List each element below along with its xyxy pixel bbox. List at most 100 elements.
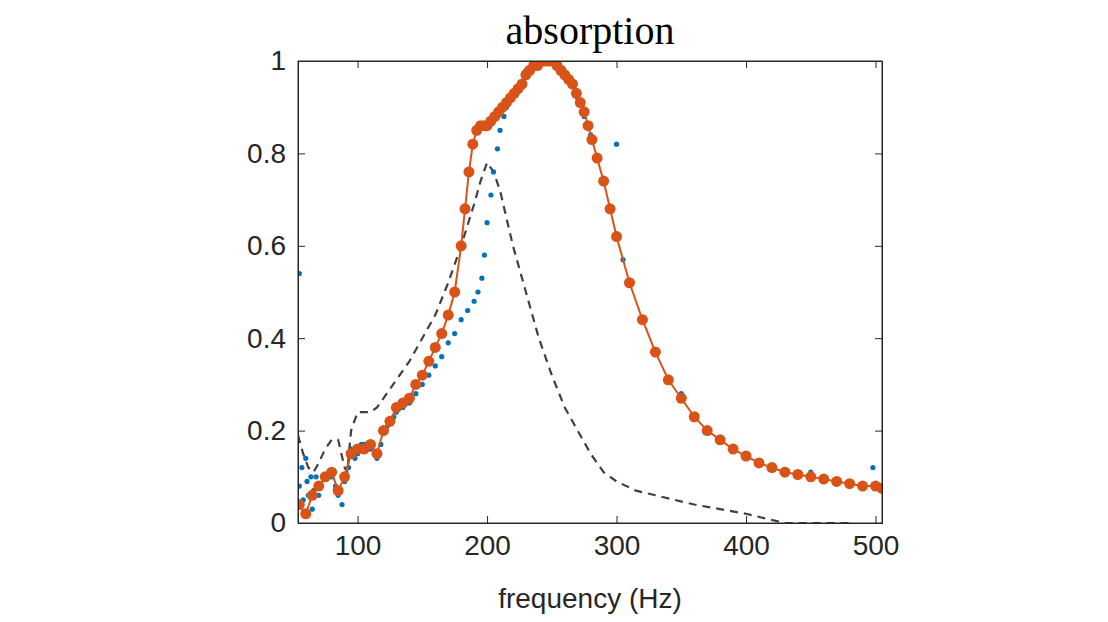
data-point <box>495 146 500 151</box>
tick-mark <box>298 153 305 154</box>
data-point <box>449 287 460 298</box>
data-point <box>417 370 428 381</box>
data-point <box>339 502 344 507</box>
data-point <box>484 220 489 225</box>
data-point <box>857 481 868 492</box>
tick-label: 0.2 <box>247 415 286 446</box>
data-point <box>586 134 597 145</box>
series-markers <box>298 61 882 519</box>
data-point <box>460 203 471 214</box>
data-point <box>715 434 726 445</box>
data-point <box>303 456 308 461</box>
data-point <box>439 354 444 359</box>
tick-mark <box>298 246 305 247</box>
tick <box>617 61 618 68</box>
tick: 0.4 <box>247 323 305 354</box>
tick-mark <box>358 61 359 68</box>
data-point <box>491 169 496 174</box>
tick <box>875 246 882 247</box>
data-point <box>676 393 687 404</box>
tick <box>487 61 488 68</box>
data-point <box>624 277 635 288</box>
data-point <box>465 308 470 313</box>
tick-mark <box>298 431 305 432</box>
data-point <box>307 490 318 501</box>
y-axis-right <box>875 62 883 524</box>
data-point <box>497 128 502 133</box>
data-point <box>446 340 451 345</box>
x-axis-title: frequency (Hz) <box>498 583 682 614</box>
tick-mark <box>875 153 882 154</box>
tick <box>876 61 877 68</box>
series-line <box>298 163 850 523</box>
axis-line <box>299 62 306 524</box>
data-point <box>766 462 777 473</box>
tick-label: 0.6 <box>247 230 286 261</box>
data-point <box>583 120 594 131</box>
tick <box>875 153 882 154</box>
data-point <box>598 176 609 187</box>
tick-mark <box>617 516 618 523</box>
x-axis-top <box>299 61 883 68</box>
tick-mark <box>487 516 488 523</box>
tick-mark <box>746 61 747 68</box>
data-point <box>326 467 337 478</box>
data-point <box>741 451 752 462</box>
data-point <box>702 425 713 436</box>
axis-line <box>875 62 883 524</box>
tick-mark <box>875 431 882 432</box>
tick <box>875 338 882 339</box>
data-point <box>482 252 487 257</box>
tick-mark <box>358 516 359 523</box>
tick-mark <box>617 61 618 68</box>
data-point <box>472 299 477 304</box>
data-point <box>308 474 313 479</box>
data-point <box>753 457 764 468</box>
data-point <box>299 465 304 470</box>
tick: 0.8 <box>247 138 305 169</box>
tick-label: 0.8 <box>247 138 286 169</box>
data-point <box>831 476 842 487</box>
data-point <box>436 328 447 339</box>
axis-line <box>299 62 883 69</box>
data-point <box>792 469 803 480</box>
data-point <box>463 166 474 177</box>
data-point <box>650 347 661 358</box>
tick-mark <box>487 61 488 68</box>
data-point <box>384 416 395 427</box>
data-point <box>637 314 648 325</box>
tick-mark <box>875 338 882 339</box>
data-point <box>805 471 816 482</box>
tick-mark <box>746 516 747 523</box>
data-point <box>611 231 622 242</box>
data-point <box>663 374 674 385</box>
data-point <box>371 448 382 459</box>
data-point <box>459 317 464 322</box>
plot-background <box>298 61 882 523</box>
tick: 0.2 <box>247 415 305 446</box>
data-point <box>728 444 739 455</box>
data-point <box>378 425 389 436</box>
plot-frame <box>298 61 882 523</box>
data-point <box>365 439 376 450</box>
data-point <box>314 474 319 479</box>
axis-line <box>299 516 883 524</box>
data-point <box>488 192 493 197</box>
data-point <box>689 411 700 422</box>
data-point <box>333 485 344 496</box>
data-point <box>592 153 603 164</box>
data-point <box>443 310 454 321</box>
data-point <box>304 479 309 484</box>
tick-label: 200 <box>464 530 511 561</box>
data-point <box>870 465 875 470</box>
data-point <box>300 508 311 519</box>
data-point <box>404 393 415 404</box>
data-point <box>313 481 324 492</box>
tick-label: 0.4 <box>247 323 286 354</box>
tick-mark <box>875 246 882 247</box>
y-axis: 00.20.40.60.81 <box>247 45 305 538</box>
tick-label: 500 <box>853 530 900 561</box>
data-layer <box>298 61 882 523</box>
data-point <box>475 289 480 294</box>
data-point <box>339 471 350 482</box>
